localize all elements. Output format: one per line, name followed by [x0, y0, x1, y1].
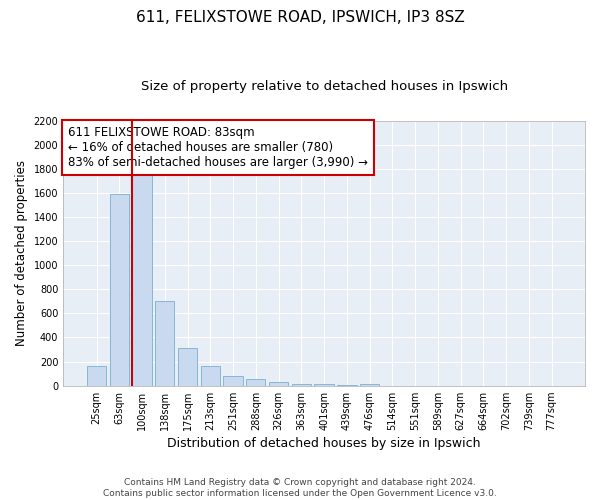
Bar: [314, 384, 334, 386]
Bar: [246, 380, 265, 386]
Bar: [155, 302, 175, 386]
Bar: [87, 366, 106, 386]
Bar: [223, 376, 243, 386]
Text: 611, FELIXSTOWE ROAD, IPSWICH, IP3 8SZ: 611, FELIXSTOWE ROAD, IPSWICH, IP3 8SZ: [136, 10, 464, 25]
Bar: [200, 366, 220, 386]
Bar: [269, 382, 288, 386]
Text: 611 FELIXSTOWE ROAD: 83sqm
← 16% of detached houses are smaller (780)
83% of sem: 611 FELIXSTOWE ROAD: 83sqm ← 16% of deta…: [68, 126, 368, 169]
X-axis label: Distribution of detached houses by size in Ipswich: Distribution of detached houses by size …: [167, 437, 481, 450]
Text: Contains HM Land Registry data © Crown copyright and database right 2024.
Contai: Contains HM Land Registry data © Crown c…: [103, 478, 497, 498]
Bar: [178, 348, 197, 386]
Bar: [133, 174, 152, 386]
Title: Size of property relative to detached houses in Ipswich: Size of property relative to detached ho…: [140, 80, 508, 93]
Y-axis label: Number of detached properties: Number of detached properties: [15, 160, 28, 346]
Bar: [110, 194, 129, 386]
Bar: [292, 384, 311, 386]
Bar: [360, 384, 379, 386]
